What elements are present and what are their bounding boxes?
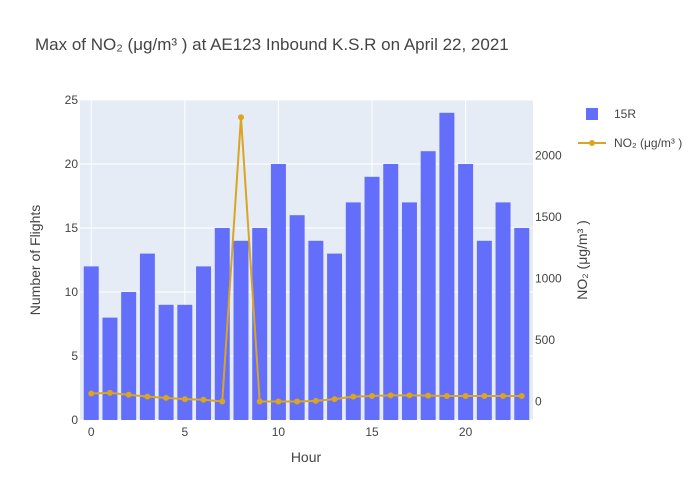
y2-tick-label: 2000 — [535, 148, 562, 162]
bar[interactable] — [158, 304, 174, 420]
legend-label-no2: NO₂ (μg/m³ ) — [614, 136, 682, 150]
no2-line — [88, 114, 525, 405]
no2-point[interactable] — [125, 391, 132, 398]
no2-point[interactable] — [144, 393, 151, 400]
no2-point[interactable] — [237, 114, 244, 121]
no2-point[interactable] — [518, 393, 525, 399]
bar[interactable] — [177, 304, 193, 420]
no2-point[interactable] — [331, 396, 338, 403]
no2-point[interactable] — [181, 396, 188, 403]
y-tick-label: 10 — [65, 285, 79, 299]
bar[interactable] — [214, 228, 230, 420]
no2-point[interactable] — [256, 398, 263, 405]
no2-point[interactable] — [500, 393, 507, 399]
bars — [83, 112, 530, 421]
no2-point[interactable] — [443, 393, 450, 399]
bar[interactable] — [383, 164, 399, 420]
legend: 15R NO₂ (μg/m³ ) — [578, 107, 682, 150]
y2-tick-labels: 0 500 1000 1500 2000 — [535, 148, 562, 408]
no2-point[interactable] — [369, 393, 376, 399]
y2-tick-label: 1000 — [535, 271, 562, 285]
legend-swatch-marker — [589, 140, 595, 146]
legend-item-no2[interactable]: NO₂ (μg/m³ ) — [578, 136, 682, 150]
bar[interactable] — [308, 240, 324, 420]
bar[interactable] — [233, 240, 249, 420]
bar[interactable] — [476, 240, 492, 420]
y-tick-label: 0 — [71, 413, 78, 427]
bar[interactable] — [458, 164, 474, 420]
no2-point[interactable] — [350, 393, 357, 400]
bar[interactable] — [495, 202, 511, 420]
no2-series-line — [91, 117, 522, 403]
bar[interactable] — [439, 112, 455, 421]
bar[interactable] — [420, 151, 436, 420]
bar[interactable] — [345, 202, 361, 420]
y-axis-title: Number of Flights — [27, 205, 43, 315]
x-tick-label: 15 — [365, 425, 379, 439]
no2-point[interactable] — [425, 392, 432, 399]
legend-item-15r[interactable]: 15R — [586, 107, 636, 121]
no2-point[interactable] — [106, 389, 113, 396]
no2-point[interactable] — [312, 397, 319, 404]
y2-tick-label: 0 — [535, 395, 542, 409]
y2-tick-label: 500 — [535, 333, 555, 347]
bar[interactable] — [401, 202, 417, 420]
x-tick-label: 10 — [272, 425, 286, 439]
no2-point[interactable] — [163, 394, 170, 401]
x-tick-labels: 0 5 10 15 20 — [88, 425, 473, 439]
x-axis-title: Hour — [291, 449, 322, 465]
plot-background — [80, 100, 533, 420]
no2-point[interactable] — [275, 398, 282, 405]
y-tick-label: 15 — [65, 221, 79, 235]
x-tick-label: 0 — [88, 425, 95, 439]
no2-point[interactable] — [406, 392, 413, 399]
bar[interactable] — [514, 228, 530, 420]
x-tick-label: 20 — [459, 425, 473, 439]
y2-axis-title: NO₂ (μg/m³ ) — [574, 220, 590, 300]
bar[interactable] — [139, 253, 155, 420]
bar[interactable] — [83, 266, 99, 420]
bar[interactable] — [289, 215, 305, 420]
x-tick-label: 5 — [181, 425, 188, 439]
no2-point[interactable] — [88, 390, 95, 397]
bar[interactable] — [364, 176, 380, 420]
y-tick-label: 5 — [71, 349, 78, 363]
no2-point[interactable] — [462, 393, 469, 399]
no2-point[interactable] — [200, 396, 207, 403]
legend-label-15r: 15R — [614, 107, 636, 121]
y2-tick-label: 1500 — [535, 210, 562, 224]
bar[interactable] — [102, 317, 118, 420]
y-tick-labels: 0 5 10 15 20 25 — [65, 93, 79, 427]
y-tick-label: 20 — [65, 157, 79, 171]
bar[interactable] — [327, 253, 343, 420]
no2-point[interactable] — [481, 393, 488, 399]
bar[interactable] — [252, 228, 268, 420]
chart-title: Max of NO₂ (μg/m³ ) at AE123 Inbound K.S… — [35, 35, 509, 54]
bar[interactable] — [121, 292, 137, 420]
legend-swatch-bar — [586, 108, 598, 120]
no2-point[interactable] — [387, 392, 394, 399]
no2-point[interactable] — [219, 398, 226, 405]
bar[interactable] — [196, 266, 212, 420]
bar[interactable] — [270, 164, 286, 420]
y-tick-label: 25 — [65, 93, 79, 107]
no2-point[interactable] — [294, 398, 301, 405]
